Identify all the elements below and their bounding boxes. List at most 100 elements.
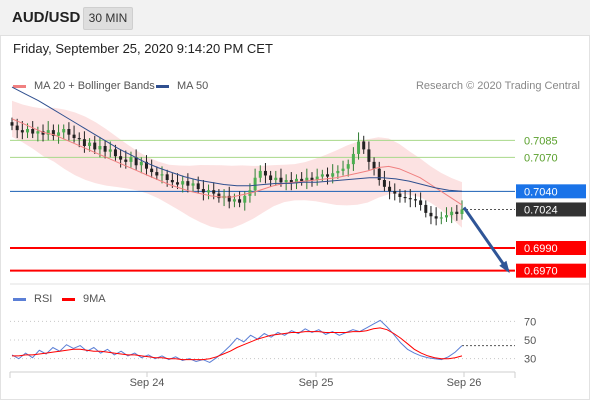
candle xyxy=(144,155,148,176)
candle-body xyxy=(372,161,376,169)
candle xyxy=(341,160,345,176)
candle-body xyxy=(263,170,267,176)
candle-body xyxy=(181,181,185,185)
candles-layer xyxy=(10,117,464,226)
candle-body xyxy=(393,191,397,194)
candle-body xyxy=(103,146,107,152)
candle-body xyxy=(15,125,19,131)
candle xyxy=(10,117,14,131)
level-label-0.7040: 0.7040 xyxy=(524,186,558,198)
candle-body xyxy=(212,190,216,194)
x-tick-label: Sep 25 xyxy=(299,377,334,389)
level-label-0.7085: 0.7085 xyxy=(524,135,558,147)
level-label-0.6990: 0.6990 xyxy=(524,243,558,255)
candle xyxy=(46,121,50,141)
candle-body xyxy=(98,146,102,150)
candle-body xyxy=(362,141,366,150)
candle xyxy=(444,207,448,222)
candle-body xyxy=(31,129,35,134)
candle-body xyxy=(10,122,14,126)
candle-body xyxy=(139,161,143,166)
candle xyxy=(36,126,40,142)
candle xyxy=(57,124,61,144)
candle-body xyxy=(160,174,164,176)
candle-body xyxy=(408,198,412,200)
ma20-line xyxy=(11,118,463,206)
candle-body xyxy=(289,180,293,184)
candle-body xyxy=(243,195,247,203)
candle-body xyxy=(357,141,361,154)
level-tag-bg-0.6990 xyxy=(516,241,586,255)
candle-body xyxy=(93,142,97,150)
candle xyxy=(181,175,185,193)
candle xyxy=(129,151,133,168)
candle xyxy=(310,172,314,187)
x-axis: Sep 24 Sep 25 Sep 26 xyxy=(9,371,516,389)
candle-body xyxy=(217,193,221,199)
candle-body xyxy=(72,134,76,139)
candle xyxy=(88,138,92,152)
candle-body xyxy=(284,180,288,183)
candle-body xyxy=(129,157,133,162)
candle xyxy=(201,180,205,201)
candle xyxy=(238,191,242,208)
candle xyxy=(227,186,231,209)
levels-layer xyxy=(10,139,515,272)
candle-body xyxy=(170,180,174,183)
projection-arrow-shaft xyxy=(462,206,510,272)
level-tag-bg-0.7024 xyxy=(516,202,586,217)
candle xyxy=(377,161,381,186)
candle-body xyxy=(424,204,428,213)
candle xyxy=(191,178,195,192)
rsi-tick-50: 50 xyxy=(524,335,536,347)
level-label-0.6970: 0.6970 xyxy=(524,266,558,278)
candle xyxy=(62,124,66,140)
candle xyxy=(382,170,386,192)
chart-header: AUD/USD 30 MIN xyxy=(0,0,590,36)
x-tick-label: Sep 24 xyxy=(130,377,165,389)
candle xyxy=(176,173,180,190)
candle-body xyxy=(413,199,417,201)
candle-body xyxy=(341,168,345,171)
candle-body xyxy=(238,199,242,203)
candle xyxy=(305,168,309,190)
candle-body xyxy=(186,181,190,186)
credit-text: Research © 2020 Trading Central xyxy=(415,80,580,92)
candle xyxy=(336,165,340,179)
candle-body xyxy=(51,130,55,136)
candle-body xyxy=(377,168,381,180)
candle xyxy=(455,204,459,221)
candle-body xyxy=(67,129,71,135)
candle-body xyxy=(155,172,159,176)
candle xyxy=(408,189,412,208)
candle-body xyxy=(176,182,180,185)
candle xyxy=(429,206,433,225)
candle-body xyxy=(419,200,423,205)
candle-body xyxy=(57,132,61,136)
candle xyxy=(403,190,407,203)
candle xyxy=(331,164,335,184)
rsi-grid xyxy=(10,320,515,360)
candle-body xyxy=(331,173,335,177)
rsi-9ma-line xyxy=(12,327,463,361)
projection-arrow-head xyxy=(499,260,510,274)
price-tags-layer: 0.7085 0.7070 0.7040 0.7024 0.6990 0.6970 xyxy=(516,135,586,278)
candle xyxy=(434,207,438,226)
candle xyxy=(258,165,262,183)
candle-body xyxy=(388,186,392,192)
candle xyxy=(72,125,76,143)
timeframe-button[interactable]: 30 MIN xyxy=(83,7,133,30)
candle-body xyxy=(253,177,257,191)
candle xyxy=(20,121,24,140)
candle xyxy=(186,173,190,193)
candle xyxy=(67,122,71,141)
candle-body xyxy=(191,183,195,186)
candle-body xyxy=(88,142,92,146)
candle xyxy=(150,159,154,178)
candle xyxy=(419,192,423,211)
candle-body xyxy=(403,197,407,199)
candle xyxy=(31,121,35,139)
candle xyxy=(119,149,123,168)
level-tag-bg-0.6970 xyxy=(516,263,586,278)
